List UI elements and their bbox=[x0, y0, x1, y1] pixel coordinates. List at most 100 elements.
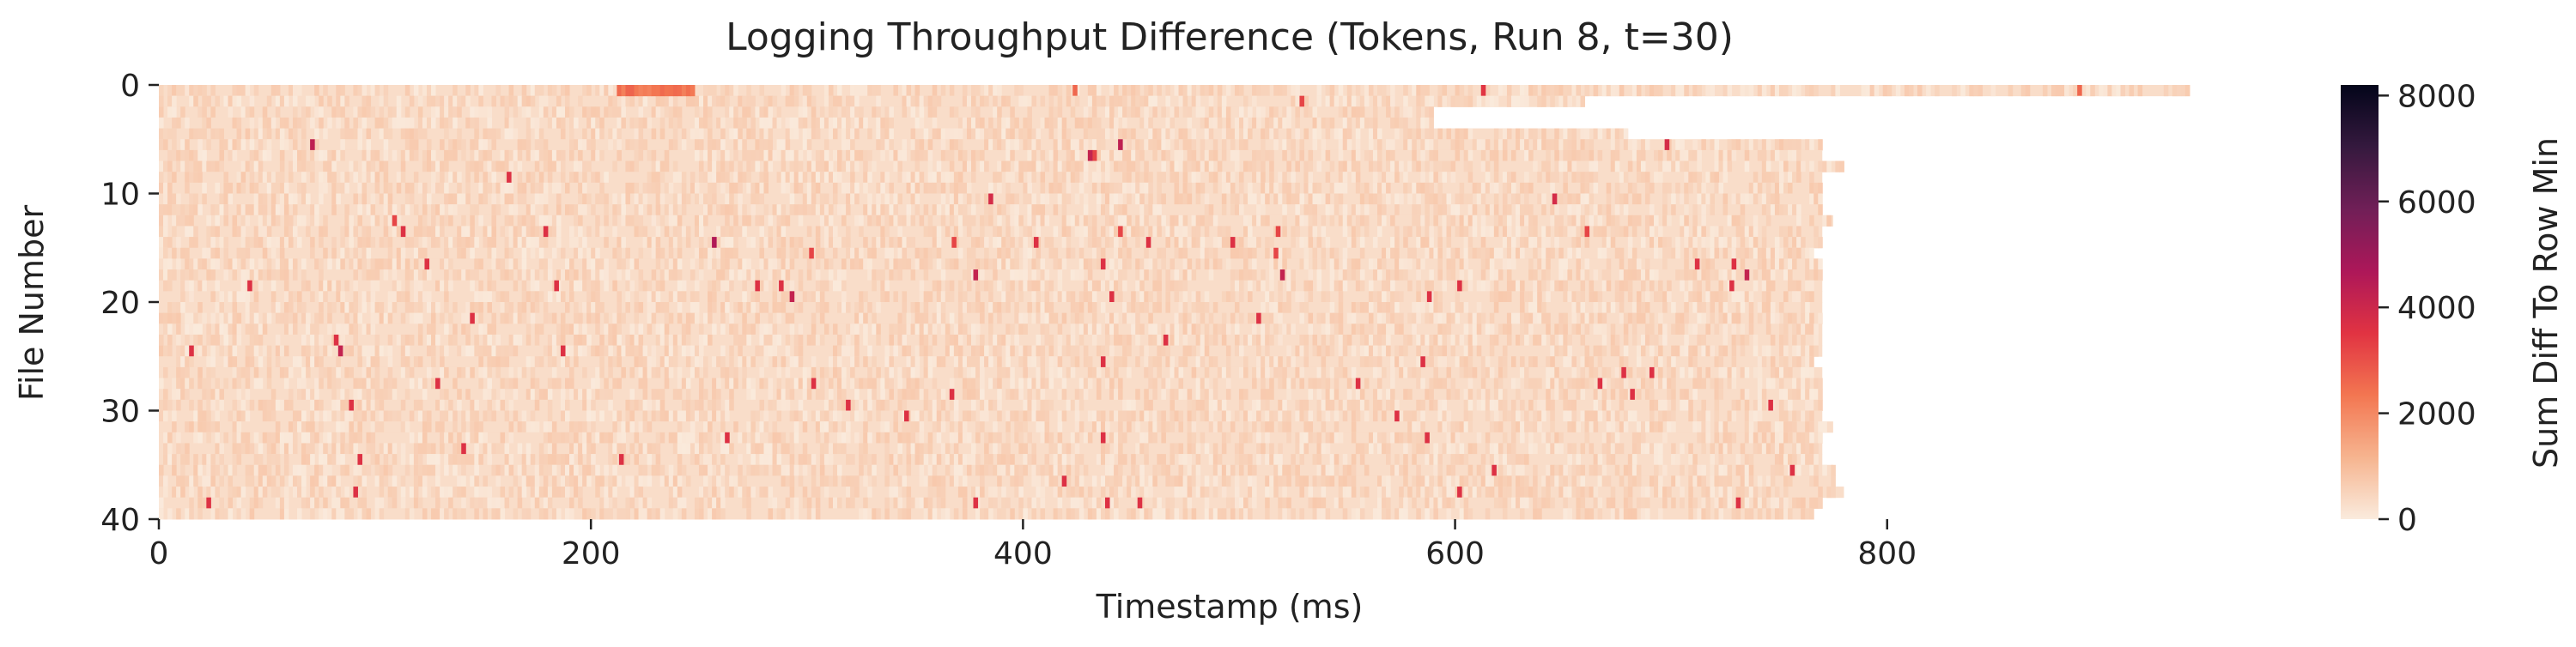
heatmap-cell bbox=[902, 149, 908, 162]
heatmap-cell bbox=[1286, 139, 1291, 151]
heatmap-cell bbox=[370, 324, 376, 336]
heatmap-cell bbox=[172, 172, 177, 184]
heatmap-cell bbox=[694, 117, 700, 130]
heatmap-cell bbox=[923, 302, 929, 314]
heatmap-cell bbox=[444, 117, 449, 130]
heatmap-cell bbox=[1429, 182, 1434, 194]
heatmap-cell bbox=[1191, 160, 1197, 172]
heatmap-cell bbox=[664, 204, 670, 216]
heatmap-cell bbox=[556, 106, 562, 118]
heatmap-cell bbox=[1537, 95, 1542, 107]
heatmap-cell bbox=[1308, 291, 1314, 303]
heatmap-cell bbox=[1597, 204, 1603, 216]
heatmap-cell bbox=[513, 149, 519, 162]
heatmap-cell bbox=[266, 117, 272, 130]
heatmap-cell bbox=[1010, 172, 1015, 184]
heatmap-cell bbox=[1074, 312, 1080, 324]
heatmap-cell bbox=[383, 139, 389, 151]
heatmap-cell bbox=[392, 258, 398, 270]
heatmap-cell bbox=[823, 172, 829, 184]
heatmap-cell bbox=[1342, 258, 1348, 270]
heatmap-cell bbox=[258, 215, 264, 227]
heatmap-cell bbox=[850, 172, 855, 184]
heatmap-cell bbox=[1221, 204, 1227, 216]
heatmap-cell bbox=[253, 160, 259, 172]
heatmap-cell bbox=[202, 160, 207, 172]
heatmap-cell bbox=[1027, 226, 1032, 238]
heatmap-cell bbox=[1338, 193, 1344, 205]
heatmap-cell bbox=[1584, 182, 1590, 194]
heatmap-cell bbox=[1770, 269, 1776, 281]
heatmap-cell bbox=[508, 312, 514, 324]
heatmap-cell bbox=[1230, 139, 1236, 151]
heatmap-cell bbox=[1675, 312, 1680, 324]
heatmap-cell bbox=[940, 324, 946, 336]
heatmap-cell bbox=[223, 269, 229, 281]
heatmap-cell bbox=[1364, 117, 1370, 130]
heatmap-cell bbox=[962, 117, 968, 130]
heatmap-cell bbox=[846, 139, 851, 151]
heatmap-cell bbox=[1053, 291, 1059, 303]
heatmap-cell bbox=[2064, 85, 2069, 97]
heatmap-cell bbox=[361, 269, 368, 281]
heatmap-cell bbox=[1204, 291, 1210, 303]
heatmap-cell bbox=[1070, 215, 1076, 227]
heatmap-cell bbox=[1355, 172, 1361, 184]
heatmap-cell bbox=[1563, 258, 1568, 270]
heatmap-cell bbox=[953, 139, 959, 151]
heatmap-cell bbox=[353, 324, 358, 336]
heatmap-cell bbox=[1144, 106, 1149, 118]
heatmap-cell bbox=[404, 193, 410, 205]
heatmap-cell bbox=[1601, 226, 1607, 238]
heatmap-cell bbox=[1174, 85, 1180, 97]
heatmap-cell bbox=[245, 237, 251, 249]
heatmap-cell bbox=[314, 215, 319, 227]
heatmap-cell bbox=[1770, 247, 1776, 259]
heatmap-cell bbox=[738, 160, 743, 172]
heatmap-cell bbox=[1662, 258, 1668, 270]
heatmap-cell bbox=[565, 258, 570, 270]
heatmap-cell bbox=[288, 302, 294, 314]
heatmap-cell bbox=[215, 182, 220, 194]
heatmap-cell bbox=[319, 226, 324, 238]
heatmap-cell bbox=[936, 237, 942, 249]
heatmap-cell bbox=[694, 226, 700, 238]
heatmap-cell bbox=[599, 193, 605, 205]
heatmap-cell bbox=[1516, 215, 1521, 227]
heatmap-cell bbox=[859, 106, 864, 118]
heatmap-cell bbox=[1576, 226, 1581, 238]
heatmap-cell bbox=[1070, 291, 1076, 303]
heatmap-cell bbox=[1127, 85, 1132, 97]
heatmap-cell bbox=[608, 106, 613, 118]
heatmap-cell bbox=[914, 258, 920, 270]
heatmap-cell bbox=[1187, 85, 1193, 97]
heatmap-cell bbox=[366, 226, 372, 238]
heatmap-cell bbox=[1412, 182, 1417, 194]
heatmap-cell bbox=[288, 312, 294, 324]
heatmap-cell bbox=[1692, 291, 1698, 303]
heatmap-cell bbox=[966, 182, 972, 194]
heatmap-cell bbox=[1778, 247, 1784, 259]
heatmap-cell bbox=[997, 258, 1002, 270]
heatmap-cell bbox=[957, 117, 963, 130]
heatmap-cell bbox=[672, 291, 678, 303]
heatmap-cell bbox=[1718, 237, 1724, 249]
heatmap-cell bbox=[1801, 160, 1806, 172]
heatmap-cell bbox=[1753, 237, 1759, 249]
heatmap-cell bbox=[966, 160, 972, 172]
heatmap-cell bbox=[806, 160, 812, 172]
heatmap-cell bbox=[1087, 95, 1093, 107]
heatmap-cell bbox=[859, 226, 864, 238]
heatmap-cell bbox=[997, 117, 1002, 130]
heatmap-cell bbox=[1516, 247, 1521, 259]
heatmap-cell bbox=[876, 182, 881, 194]
heatmap-cell bbox=[634, 182, 640, 194]
heatmap-cell bbox=[1118, 215, 1123, 227]
heatmap-cell bbox=[1001, 117, 1006, 130]
heatmap-cell bbox=[440, 172, 445, 184]
heatmap-cell bbox=[1208, 204, 1214, 216]
heatmap-cell bbox=[288, 226, 294, 238]
heatmap-cell bbox=[1023, 128, 1028, 140]
heatmap-cell bbox=[1083, 324, 1089, 336]
